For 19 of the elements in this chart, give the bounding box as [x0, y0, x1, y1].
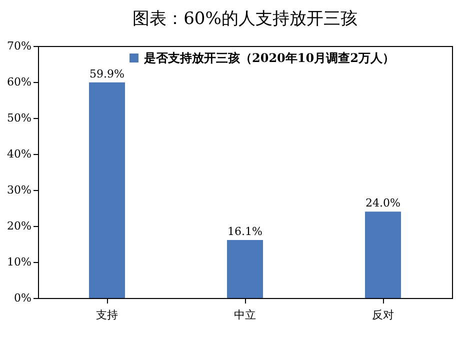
x-tick-label: 支持 [96, 308, 118, 322]
chart-title: 图表：60%的人支持放开三孩 [132, 9, 358, 29]
x-tick-label: 反对 [372, 308, 394, 322]
y-tick-label: 20% [7, 220, 32, 232]
y-tick-label: 50% [7, 112, 32, 124]
x-tick-label: 中立 [234, 308, 256, 322]
data-label: 59.9% [90, 67, 124, 80]
data-label: 16.1% [228, 225, 262, 238]
y-tick-label: 10% [7, 256, 32, 268]
bar [365, 212, 401, 298]
y-tick-label: 0% [14, 292, 32, 304]
bar [89, 82, 125, 298]
y-tick-label: 40% [7, 148, 32, 160]
y-tick-label: 70% [7, 40, 32, 52]
y-tick-label: 30% [7, 184, 32, 196]
legend-label: 是否支持放开三孩（2020年10月调查2万人） [143, 51, 394, 65]
bar [227, 240, 263, 298]
y-tick-label: 60% [7, 76, 32, 88]
data-label: 24.0% [366, 196, 400, 210]
